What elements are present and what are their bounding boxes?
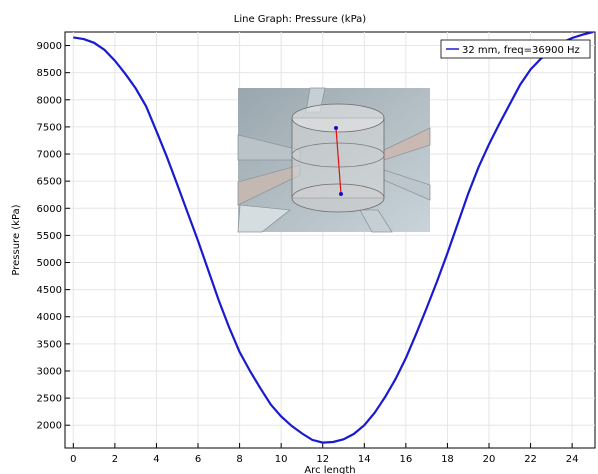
- y-tick-label: 7500: [37, 122, 62, 133]
- x-tick-label: 12: [316, 454, 329, 465]
- y-tick-label: 6500: [37, 177, 62, 188]
- x-axis-label: Arc length: [304, 465, 355, 474]
- x-tick-label: 0: [70, 454, 76, 465]
- y-tick-label: 2500: [37, 394, 62, 405]
- y-tick-label: 2000: [37, 421, 62, 432]
- y-tick-label: 7000: [37, 150, 62, 161]
- y-tick-label: 4000: [37, 312, 62, 323]
- legend: 32 mm, freq=36900 Hz: [440, 39, 591, 59]
- series-line-pressure: [73, 32, 594, 444]
- x-tick-label: 16: [399, 454, 412, 465]
- x-tick-label: 8: [236, 454, 242, 465]
- geometry-inset-image: [237, 87, 431, 233]
- x-tick-label: 4: [153, 454, 159, 465]
- y-tick-label: 4500: [37, 285, 62, 296]
- y-tick-label: 9000: [37, 41, 62, 52]
- x-tick-label: 2: [112, 454, 118, 465]
- x-axis: 0 2 4 6 8 10 12 14 16 18 20 22 24: [70, 443, 579, 465]
- x-tick-label: 18: [441, 454, 454, 465]
- y-axis: 2000 2500 3000 3500 4000 4500 5000 5500 6000 6500…: [37, 41, 70, 432]
- y-axis-label: Pressure (kPa): [11, 204, 22, 275]
- x-tick-label: 14: [358, 454, 371, 465]
- x-tick-label: 20: [483, 454, 496, 465]
- y-tick-label: 5500: [37, 231, 62, 242]
- y-tick-label: 3500: [37, 339, 62, 350]
- y-tick-label: 6000: [37, 204, 62, 215]
- x-tick-label: 10: [275, 454, 288, 465]
- x-tick-label: 6: [195, 454, 201, 465]
- chart-title: Line Graph: Pressure (kPa): [234, 14, 367, 25]
- y-tick-label: 8000: [37, 95, 62, 106]
- y-tick-label: 8500: [37, 68, 62, 79]
- x-tick-label: 24: [566, 454, 579, 465]
- y-tick-label: 5000: [37, 258, 62, 269]
- y-tick-label: 3000: [37, 366, 62, 377]
- legend-label: 32 mm, freq=36900 Hz: [462, 45, 580, 56]
- x-tick-label: 22: [524, 454, 537, 465]
